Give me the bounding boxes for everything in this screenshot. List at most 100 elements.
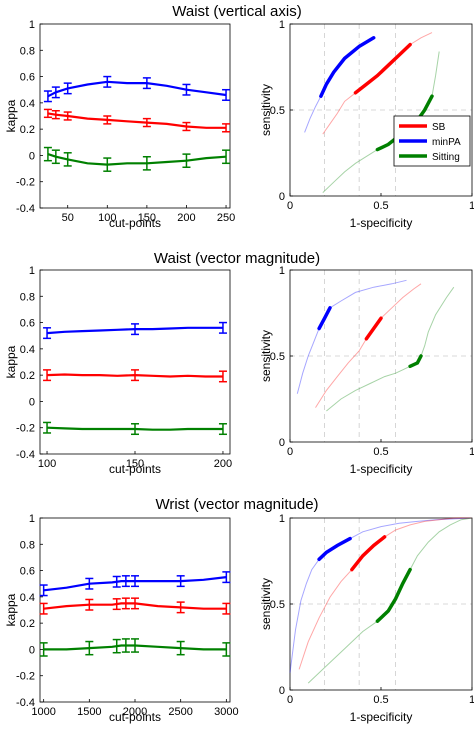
y-axis-label: sensitivity xyxy=(259,330,273,382)
y-tick-label: 0 xyxy=(279,191,285,203)
chart-4: 0 0.5 1 0 0.5 1 1-specificity sensitivity xyxy=(259,265,474,476)
series-SB-curve xyxy=(298,517,472,670)
series-minPA-highlight xyxy=(319,36,376,98)
y-tick-label: 0 xyxy=(29,644,35,656)
series-minPA-highlight xyxy=(317,306,332,331)
x-tick-label: 1500 xyxy=(77,706,101,718)
axes-frame xyxy=(39,23,231,209)
x-tick-label: 2000 xyxy=(123,706,147,718)
series-Sitting-curve xyxy=(326,286,455,412)
x-tick-label: 100 xyxy=(38,458,56,470)
x-tick-label: 50 xyxy=(62,212,74,224)
legend-label-minPA: minPA xyxy=(432,137,461,148)
y-tick-label: 0.8 xyxy=(20,291,35,303)
x-tick-label: 1 xyxy=(469,200,474,212)
x-axis-label: cut-points xyxy=(109,710,161,724)
series-SB-line xyxy=(47,112,226,129)
series-minPA-line xyxy=(43,576,227,592)
y-tick-label: 0 xyxy=(279,685,285,697)
series-SB-highlight xyxy=(350,535,387,572)
x-axis-label: 1-specificity xyxy=(350,216,413,230)
series-minPA-line xyxy=(47,80,227,98)
x-axis-label: 1-specificity xyxy=(350,710,413,724)
y-tick-label: 0 xyxy=(29,150,35,162)
y-tick-label: 1 xyxy=(279,513,285,525)
y-tick-label: 0.5 xyxy=(270,105,285,117)
panel-title-wrist-vector: Wrist (vector magnitude) xyxy=(155,496,318,513)
y-tick-label: 0.4 xyxy=(20,344,35,356)
x-tick-label: 200 xyxy=(177,212,195,224)
series-minPA-curve xyxy=(296,279,407,394)
x-tick-label: 3000 xyxy=(214,706,238,718)
y-tick-label: 0.2 xyxy=(20,618,35,630)
y-tick-label: 1 xyxy=(279,19,285,31)
legend: SB minPA Sitting xyxy=(393,115,471,167)
y-axis-label: sensitivity xyxy=(259,84,273,136)
y-tick-label: -0.2 xyxy=(16,671,35,683)
x-axis-label: cut-points xyxy=(109,216,161,230)
y-axis-label: kappa xyxy=(4,593,18,626)
x-axis-label: 1-specificity xyxy=(350,462,413,476)
y-tick-label: -0.2 xyxy=(16,423,35,435)
x-tick-label: 1000 xyxy=(31,706,55,718)
chart-5: 1000 1500 2000 2500 3000 -0.4 -0.2 0 0.2 0.4 0.6 0.… xyxy=(4,513,239,724)
chart-3: 100 150 200 -0.4 -0.2 0 0.2 0.4 0.6 0.8 1 cut-point… xyxy=(4,265,232,476)
y-tick-label: 0.8 xyxy=(20,539,35,551)
y-tick-label: 0 xyxy=(29,396,35,408)
y-tick-label: 1 xyxy=(29,265,35,277)
panel-title-waist-vertical: Waist (vertical axis) xyxy=(172,3,301,20)
series-Sitting-line xyxy=(43,644,227,651)
x-axis-label: cut-points xyxy=(109,462,161,476)
y-tick-label: -0.4 xyxy=(16,203,35,215)
x-tick-label: 200 xyxy=(214,458,232,470)
x-tick-label: 0 xyxy=(287,446,293,458)
series-SB-line xyxy=(43,602,227,610)
y-tick-label: 0.6 xyxy=(20,318,35,330)
x-tick-label: 150 xyxy=(126,458,144,470)
x-tick-label: 2500 xyxy=(168,706,192,718)
y-tick-label: 0.4 xyxy=(20,98,35,110)
x-tick-label: 0.5 xyxy=(373,446,388,458)
y-tick-label: 0 xyxy=(279,437,285,449)
y-tick-label: 1 xyxy=(29,19,35,31)
chart-1: 50 100 150 200 250 -0.4 -0.2 0 0.2 0.4 0.6 0.8 1 cut-… xyxy=(4,19,235,230)
y-tick-label: 1 xyxy=(29,513,35,525)
x-tick-label: 150 xyxy=(138,212,156,224)
y-tick-label: 0.2 xyxy=(20,124,35,136)
x-tick-label: 0 xyxy=(287,694,293,706)
series-SB-highlight xyxy=(353,42,412,95)
series-SB-curve xyxy=(315,283,422,408)
y-axis-label: sensitivity xyxy=(259,578,273,630)
y-tick-label: 0.2 xyxy=(20,370,35,382)
x-tick-label: 0.5 xyxy=(373,200,388,212)
y-tick-label: 0.6 xyxy=(20,72,35,84)
panel-title-waist-vector: Waist (vector magnitude) xyxy=(154,250,320,267)
y-tick-label: 0.4 xyxy=(20,592,35,604)
y-axis-label: kappa xyxy=(4,99,18,132)
y-tick-label: -0.4 xyxy=(16,697,35,709)
y-tick-label: -0.4 xyxy=(16,449,35,461)
axes-frame xyxy=(39,517,231,703)
y-tick-label: 0.6 xyxy=(20,566,35,578)
series-SB-highlight xyxy=(364,316,383,341)
y-axis-label: kappa xyxy=(4,345,18,378)
x-tick-label: 0 xyxy=(287,200,293,212)
y-tick-label: 0.5 xyxy=(270,599,285,611)
x-tick-label: 0.5 xyxy=(373,694,388,706)
chart-2: 0 0.5 1 0 0.5 1 1-specificity sensitivity SB minP… xyxy=(259,19,474,230)
chart-6: 0 0.5 1 0 0.5 1 1-specificity sensitivity xyxy=(259,513,474,724)
y-tick-label: 0.5 xyxy=(270,351,285,363)
series-Sitting-highlight xyxy=(408,354,423,369)
y-tick-label: 1 xyxy=(279,265,285,277)
x-tick-label: 1 xyxy=(469,446,474,458)
series-Sitting-highlight xyxy=(375,567,412,623)
x-tick-label: 100 xyxy=(98,212,116,224)
series-Sitting-line xyxy=(47,153,227,166)
y-tick-label: 0.8 xyxy=(20,45,35,57)
series-minPA-highlight xyxy=(317,536,352,562)
x-tick-label: 250 xyxy=(217,212,235,224)
x-tick-label: 1 xyxy=(469,694,474,706)
y-tick-label: -0.2 xyxy=(16,177,35,189)
